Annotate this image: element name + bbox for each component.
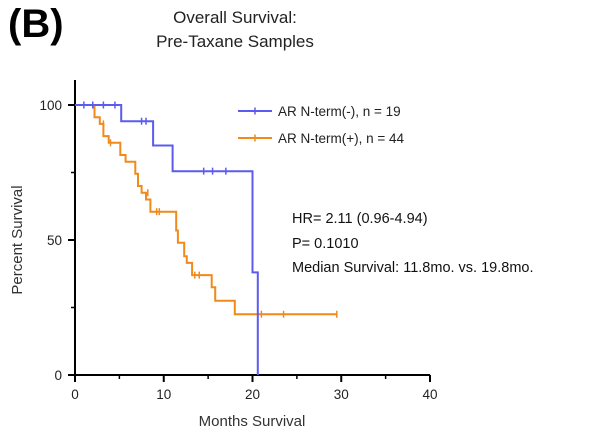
chart-title-line-1: Overall Survival: <box>173 8 297 27</box>
legend: AR N-term(-), n = 19 AR N-term(+), n = 44 <box>238 104 405 146</box>
median-survival-annotation: Median Survival: 11.8mo. vs. 19.8mo. <box>292 260 534 276</box>
legend-label: AR N-term(+), n = 44 <box>278 131 405 146</box>
y-axis-label: Percent Survival <box>9 185 26 294</box>
x-tick-label: 40 <box>422 387 437 402</box>
x-tick-label: 0 <box>71 387 79 402</box>
p-value-annotation: P= 0.1010 <box>292 236 359 252</box>
survival-curve-ar-n-term-negative <box>75 104 259 375</box>
axes: 0 10 20 30 40 0 50 100 <box>39 80 438 402</box>
plot-area <box>75 101 338 375</box>
y-tick-label: 0 <box>54 368 62 383</box>
y-tick-label: 50 <box>47 233 62 248</box>
chart-title: Overall Survival: Pre-Taxane Samples <box>120 6 350 54</box>
hazard-ratio-annotation: HR= 2.11 (0.96-4.94) <box>292 211 428 227</box>
x-axis-label: Months Survival <box>199 413 306 430</box>
panel-label: (B) <box>8 2 64 46</box>
survival-curve-ar-n-term-positive <box>75 104 337 316</box>
legend-label: AR N-term(-), n = 19 <box>278 104 401 119</box>
y-tick-label: 100 <box>39 98 62 113</box>
chart-title-line-2: Pre-Taxane Samples <box>156 32 314 51</box>
x-tick-label: 10 <box>156 387 171 402</box>
x-tick-label: 30 <box>334 387 349 402</box>
x-tick-label: 20 <box>245 387 260 402</box>
